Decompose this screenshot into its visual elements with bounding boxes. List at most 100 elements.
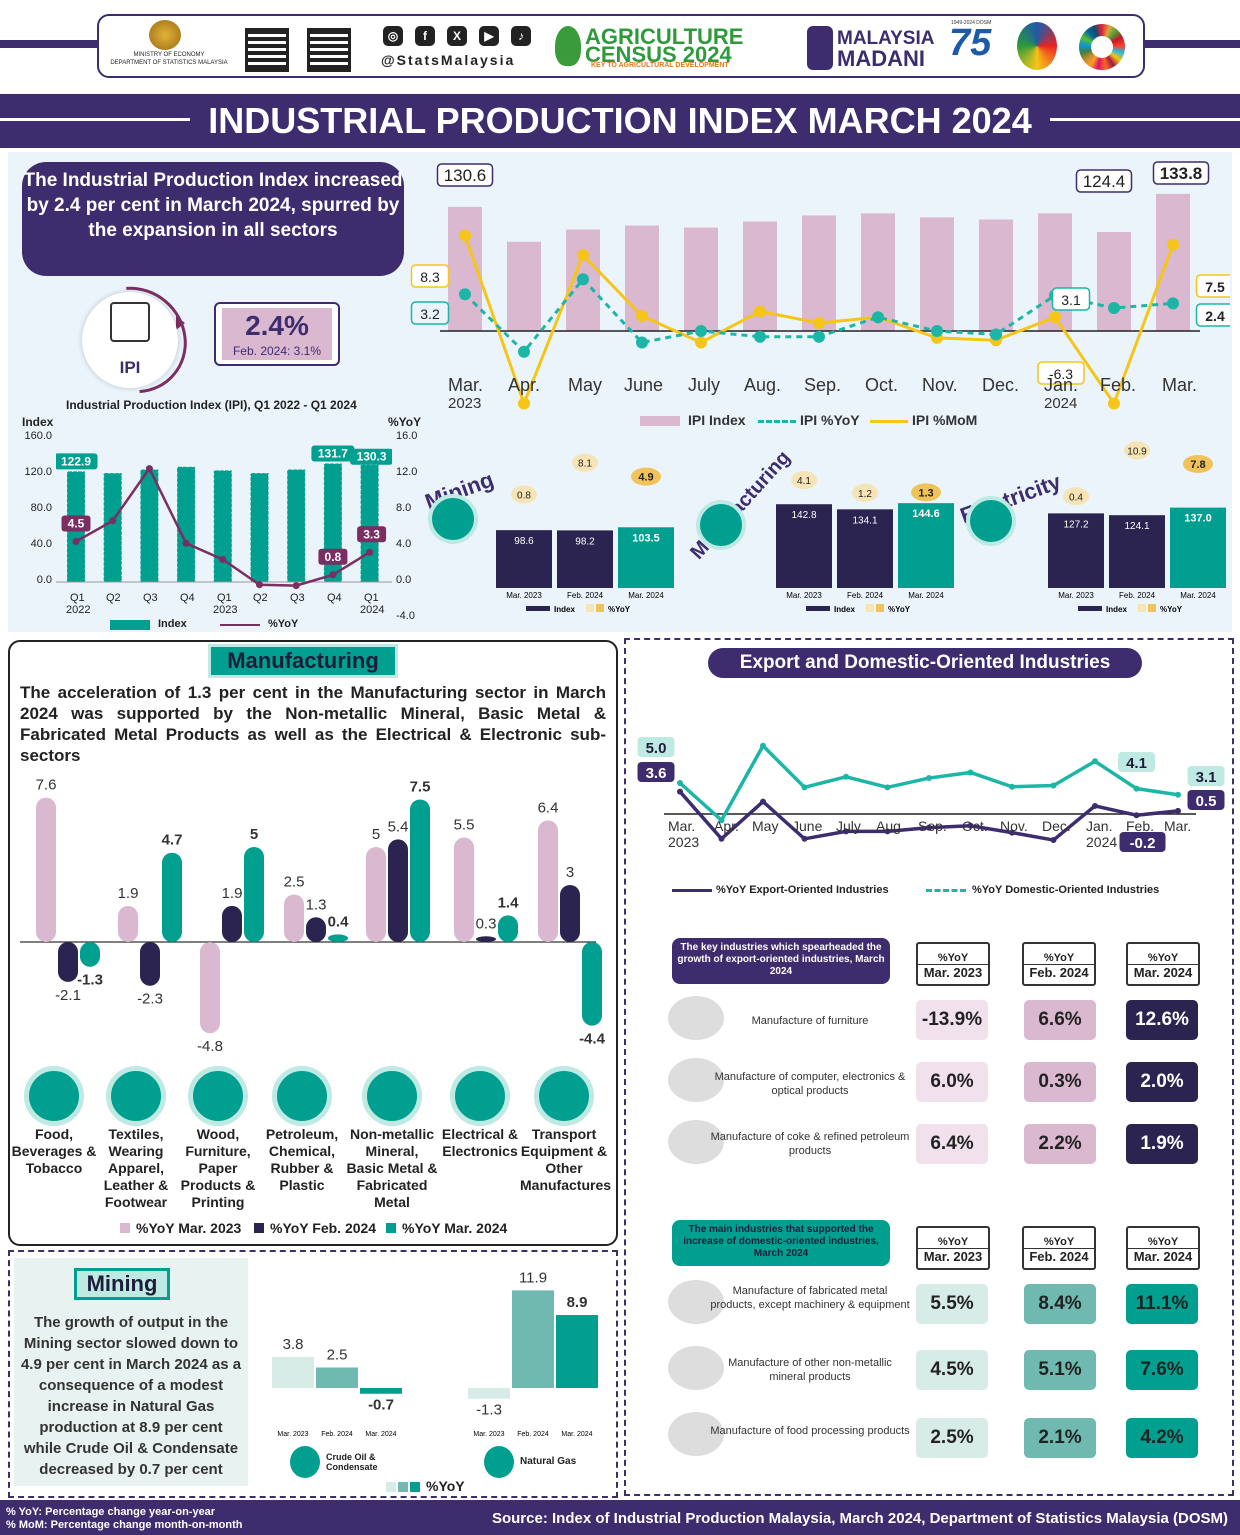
cal-date: Mar. 2024 (1133, 965, 1193, 980)
legend-swatch (1138, 604, 1146, 612)
qr-code-icon[interactable] (307, 28, 351, 72)
sector-bar (1109, 515, 1165, 588)
ipi-bar (684, 227, 718, 331)
value-box: 2.5% (916, 1418, 988, 1458)
bar-label-feb: 124.4 (1083, 172, 1126, 191)
value-box: 8.4% (1024, 1284, 1096, 1324)
domestic-key-title: The main industries that supported the i… (672, 1220, 890, 1266)
yoy-line-point (636, 336, 648, 349)
legend-domestic: %YoY Domestic-Oriented Industries (972, 884, 1160, 896)
mom-line-point (695, 336, 707, 349)
x-label: Q4 (180, 592, 195, 604)
mining-x-label: Mar. 2024 (561, 1431, 592, 1438)
subsector-bar-label: 1.9 (222, 885, 243, 902)
bar-label-feb-box (1075, 169, 1133, 193)
ipi-bar (920, 217, 954, 331)
subsector-bar-label: -2.1 (55, 987, 81, 1004)
legend-swatch (110, 620, 150, 630)
category-label: Electrical & Electronics (441, 1126, 519, 1159)
natural-gas-label: Natural Gas (520, 1456, 577, 1467)
header-logo-bar: MINISTRY OF ECONOMY DEPARTMENT OF STATIS… (97, 14, 1145, 78)
cal-yoy: %YoY (1024, 944, 1094, 965)
category-label: Textiles, Wearing Apparel, Leather & Foo… (103, 1126, 169, 1210)
tiktok-icon[interactable]: ♪ (511, 26, 531, 46)
yoy-label-first-box (410, 301, 450, 325)
label-idx-first: 122.9 (61, 454, 91, 468)
yoy-line-point (1167, 297, 1179, 310)
subsector-bar (538, 820, 558, 942)
cal-date: Mar. 2023 (923, 965, 983, 980)
legend-yoy: %YoY (426, 1478, 465, 1494)
instagram-icon[interactable]: ◎ (383, 26, 403, 46)
legend-yoy: %YoY (888, 605, 911, 614)
x-label: Nov. (1000, 818, 1028, 834)
legend-swatch (806, 606, 830, 611)
industry-name: Manufacture of food processing products (710, 1425, 910, 1437)
mom-line-point (1167, 238, 1179, 251)
quarterly-chart-title: Industrial Production Index (IPI), Q1 20… (66, 398, 357, 412)
mom-line-point (754, 305, 766, 318)
cal-yoy: %YoY (1128, 1228, 1198, 1249)
sector-x-label: Mar. 2024 (628, 591, 664, 600)
subsector-bar-label: 2.5 (284, 874, 305, 891)
label-dom-feb-box (1118, 752, 1155, 772)
x-icon[interactable]: X (447, 26, 467, 46)
subsector-bar (306, 917, 326, 942)
value-box: 5.1% (1024, 1350, 1096, 1390)
legend-swatch (220, 624, 260, 626)
malaysia-crest-icon (149, 20, 181, 50)
mom-line-point (813, 316, 825, 329)
sector-yoy-label: 8.1 (578, 459, 592, 470)
x-label: Nov. (922, 375, 958, 395)
value-box: 2.2% (1024, 1124, 1096, 1164)
food-icon (24, 1066, 84, 1126)
export-key-title: The key industries which spearheaded the… (672, 938, 890, 984)
label-dom-first: 5.0 (646, 740, 667, 757)
legend-swatch (758, 420, 796, 423)
quarter-yoy-point (366, 548, 374, 556)
label-yoy-last: 3.3 (363, 527, 380, 541)
sector-yoy-bubble (791, 471, 817, 490)
mining-title: Mining (74, 1268, 170, 1300)
ipi-previous: Feb. 2024: 3.1% (232, 344, 322, 358)
computer-icon (668, 1058, 724, 1102)
subsector-bar-label: 6.4 (538, 799, 559, 816)
ipi-bar (507, 241, 541, 331)
facebook-icon[interactable]: f (415, 26, 435, 46)
sector-bar-label: 103.5 (632, 532, 660, 544)
quarter-yoy-point (145, 465, 153, 473)
domestic-point (926, 775, 932, 782)
export-point (718, 835, 725, 842)
subsector-bar (560, 885, 580, 942)
yoy-line-point (990, 328, 1002, 341)
yoy-label-jan-box (1051, 287, 1091, 311)
sector-yoy-bubble (631, 467, 661, 486)
ipi-bar (1097, 232, 1131, 331)
legend-yoy: %YoY (268, 618, 299, 630)
legend-mar24: %YoY Mar. 2024 (402, 1220, 508, 1236)
cal-yoy: %YoY (918, 944, 988, 965)
ipi-bar (1156, 193, 1190, 331)
x-label: Sep. (918, 818, 947, 834)
legend-index: IPI Index (688, 412, 746, 428)
dosm-75-years: 1949-2024 DOSM (951, 20, 992, 26)
industry-name: Manufacture of fabricated metal products… (710, 1285, 910, 1311)
quarter-bar (213, 470, 232, 582)
x-label: Apr. (714, 818, 739, 834)
subsector-bar-label: -2.3 (137, 991, 163, 1008)
youtube-icon[interactable]: ▶ (479, 26, 499, 46)
label-idx-first-box (56, 453, 98, 470)
sector-bar-label: 127.2 (1063, 519, 1088, 530)
manufacturing-subsector-chart: 7.6 1.9 -4.8 2.5 5 5.5 6.4 -2.1 -2.3 1.9 1.3 5.4 0.3… (20, 777, 606, 1055)
qr-code-icon[interactable] (245, 28, 289, 72)
mining-bar (272, 1356, 314, 1388)
cal-date: Mar. 2023 (923, 1249, 983, 1264)
electronics-icon (450, 1066, 510, 1126)
quarter-yoy-point (329, 571, 337, 579)
cal-date: Feb. 2024 (1029, 965, 1089, 980)
legend-index: Index (158, 618, 187, 630)
ipi-badge (82, 292, 178, 388)
sector-x-label: Feb. 2024 (847, 591, 884, 600)
calendar-icon: %YoY Mar. 2023 (916, 942, 990, 986)
x-label: Q1 (217, 592, 232, 604)
